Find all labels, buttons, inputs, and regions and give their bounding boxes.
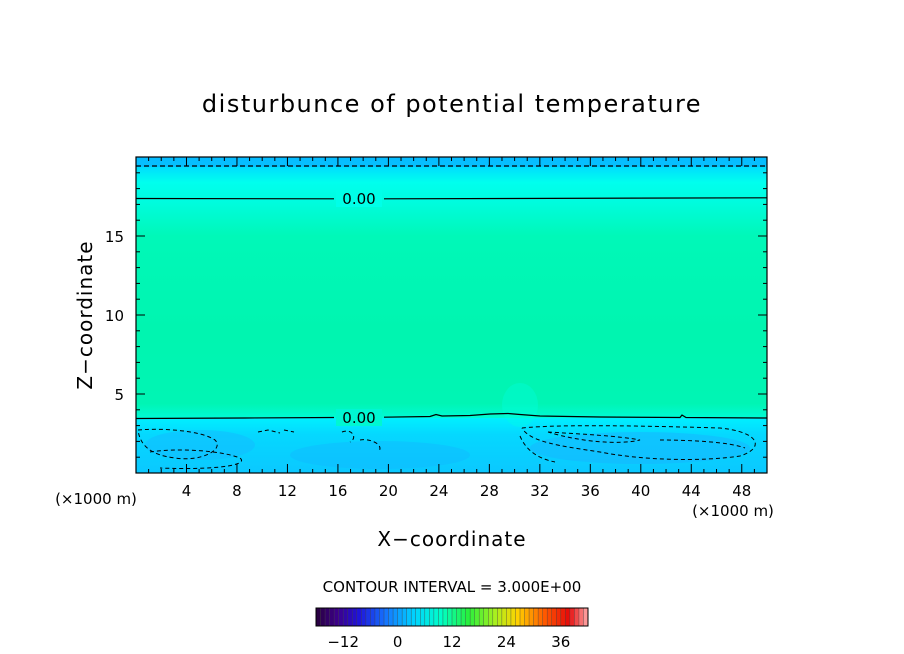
colorbar-cell <box>510 608 516 626</box>
x-tick-label: 4 <box>182 482 192 500</box>
colorbar-cell <box>370 608 376 626</box>
colorbar-cell <box>447 608 453 626</box>
colorbar-cell <box>379 608 385 626</box>
colorbar-cell <box>488 608 494 626</box>
contour-label-upper: 0.00 <box>342 190 375 208</box>
contours <box>135 165 768 470</box>
colorbar-cell <box>365 608 371 626</box>
colorbar-cell <box>565 608 571 626</box>
colorbar-cell <box>411 608 417 626</box>
chart-title: disturbunce of potential temperature <box>202 90 702 118</box>
colorbar-cell <box>501 608 507 626</box>
contour-interval-text: CONTOUR INTERVAL = 3.000E+00 <box>323 578 582 596</box>
colorbar-cell <box>388 608 394 626</box>
colorbar-cell <box>506 608 512 626</box>
colorbar-cell <box>556 608 562 626</box>
colorbar-cell <box>551 608 557 626</box>
colorbar-cell <box>574 608 580 626</box>
colorbar-cell <box>397 608 403 626</box>
colorbar-tick-label: 36 <box>551 633 570 651</box>
colorbar-cell <box>343 608 349 626</box>
y-unit-label: (×1000 m) <box>55 490 137 508</box>
colorbar-cell <box>429 608 435 626</box>
x-unit-label: (×1000 m) <box>692 502 774 520</box>
colorbar-cell <box>334 608 339 626</box>
colorbar-cell <box>402 608 407 626</box>
colorbar-tick-label: 24 <box>497 633 516 651</box>
colorbar-ticks: −12 0 12 24 36 <box>327 633 570 651</box>
colorbar-tick-label: 12 <box>442 633 461 651</box>
colorbar-cell <box>520 608 525 626</box>
x-tick-label: 44 <box>682 482 701 500</box>
x-tick-label: 32 <box>530 482 549 500</box>
colorbar-frame <box>315 607 589 627</box>
y-axis: 5 10 15 <box>105 172 767 458</box>
colorbar-cell <box>347 608 353 626</box>
colorbar-cell <box>560 608 566 626</box>
colorbar-tick-label: −12 <box>327 633 359 651</box>
colorbar-cell <box>583 608 589 626</box>
y-tick-label: 15 <box>105 228 124 246</box>
x-axis-label: X−coordinate <box>377 527 526 551</box>
colorbar-cell <box>420 608 426 626</box>
colorbar-cell <box>415 608 421 626</box>
y-tick-label: 5 <box>114 386 124 404</box>
colorbar-cell <box>483 608 489 626</box>
colorbar-cell <box>316 608 321 626</box>
x-tick-label: 48 <box>732 482 751 500</box>
colorbar-cell <box>433 608 439 626</box>
colorbar-cell <box>515 608 521 626</box>
x-tick-label: 12 <box>278 482 297 500</box>
colorbar <box>315 607 589 627</box>
y-axis-label: Z−coordinate <box>73 240 97 389</box>
colorbar-cell <box>479 608 485 626</box>
colorbar-cell <box>547 608 553 626</box>
colorbar-cell <box>329 608 335 626</box>
x-tick-label: 40 <box>631 482 650 500</box>
x-tick-label: 36 <box>581 482 600 500</box>
x-tick-label: 8 <box>232 482 242 500</box>
colorbar-cell <box>569 608 575 626</box>
colorbar-cell <box>542 608 548 626</box>
colorbar-cell <box>474 608 480 626</box>
colorbar-cell <box>352 608 358 626</box>
x-tick-label: 16 <box>328 482 347 500</box>
colorbar-cell <box>461 608 466 626</box>
colorbar-cell <box>384 608 389 626</box>
colorbar-cell <box>338 608 344 626</box>
x-tick-label: 24 <box>429 482 448 500</box>
colorbar-cell <box>470 608 475 626</box>
contour-label-lower: 0.00 <box>342 409 375 427</box>
colorbar-cell <box>452 608 457 626</box>
x-tick-label: 20 <box>379 482 398 500</box>
colorbar-cell <box>465 608 471 626</box>
colorbar-cell <box>438 608 444 626</box>
colorbar-cell <box>533 608 539 626</box>
x-tick-label: 28 <box>480 482 499 500</box>
colorbar-cell <box>374 608 380 626</box>
colorbar-cell <box>497 608 503 626</box>
colorbar-cell <box>406 608 412 626</box>
colorbar-cell <box>578 608 584 626</box>
colorbar-cell <box>456 608 462 626</box>
colorbar-cell <box>320 608 326 626</box>
colorbar-cell <box>529 608 534 626</box>
x-axis: 4 8 12 16 20 24 28 32 36 40 44 48 <box>148 157 755 500</box>
colorbar-cell <box>524 608 530 626</box>
y-tick-label: 10 <box>105 307 124 325</box>
colorbar-cell <box>361 608 367 626</box>
heatmap-field <box>136 157 767 473</box>
colorbar-cell <box>492 608 498 626</box>
colorbar-cell <box>356 608 362 626</box>
colorbar-tick-label: 0 <box>393 633 403 651</box>
colorbar-cell <box>538 608 543 626</box>
colorbar-cell <box>393 608 398 626</box>
colorbar-cell <box>424 608 430 626</box>
colorbar-cell <box>442 608 448 626</box>
colorbar-cell <box>325 608 330 626</box>
